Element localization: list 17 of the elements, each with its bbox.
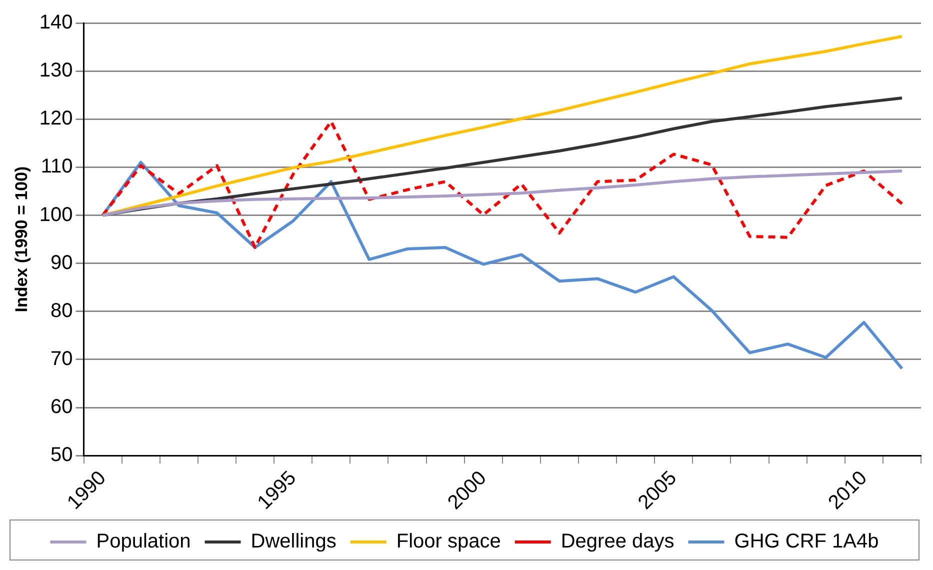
y-tick-label: 50 xyxy=(50,444,73,466)
legend-label: Floor space xyxy=(396,530,501,553)
legend-label: GHG CRF 1A4b xyxy=(734,530,879,553)
legend-label: Population xyxy=(96,530,191,553)
y-tick-label: 90 xyxy=(50,252,73,274)
y-tick-label: 60 xyxy=(50,396,73,418)
y-tick-label: 70 xyxy=(50,348,73,370)
legend-label: Degree days xyxy=(560,530,674,553)
y-tick-label: 100 xyxy=(39,204,73,226)
legend-label: Dwellings xyxy=(250,530,336,553)
y-tick-label: 110 xyxy=(40,156,73,178)
y-tick-label: 120 xyxy=(39,108,73,130)
line-series xyxy=(101,120,904,249)
y-tick-label: 130 xyxy=(39,60,73,82)
y-axis-title: Index (1990 = 100) xyxy=(12,166,31,312)
y-tick-label: 140 xyxy=(39,12,73,34)
y-tick-label: 80 xyxy=(50,300,73,322)
